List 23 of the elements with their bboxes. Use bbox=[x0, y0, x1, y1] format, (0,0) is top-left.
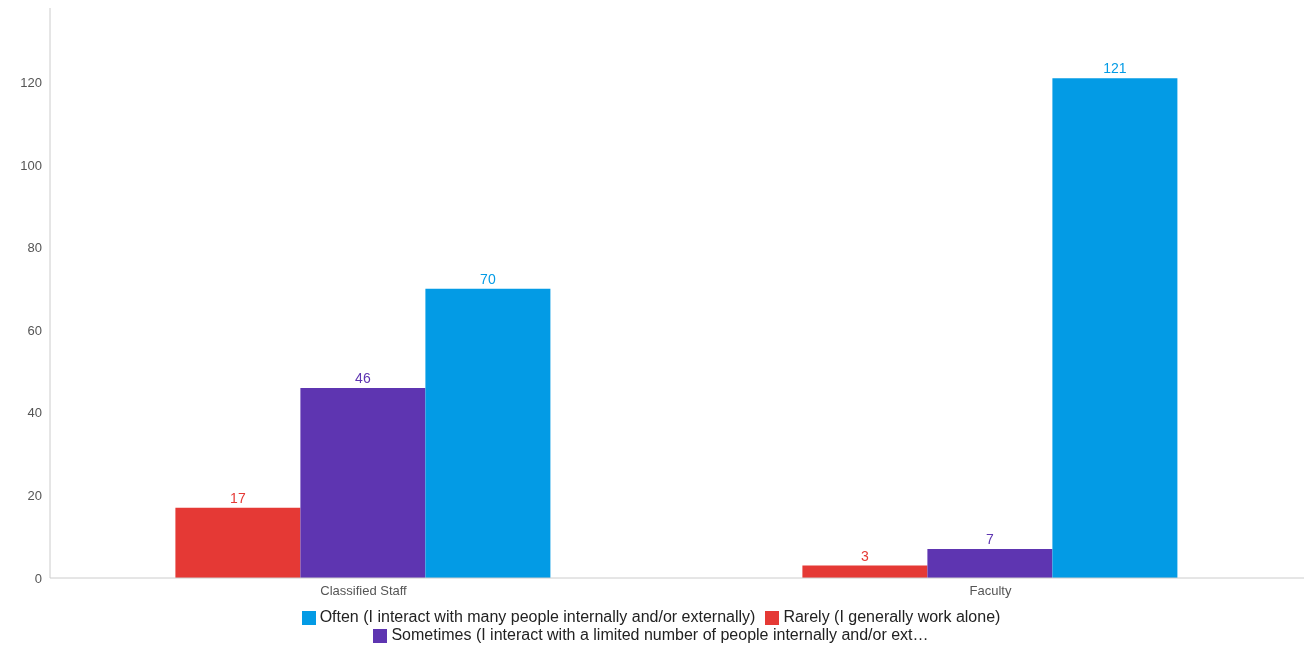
y-tick-label: 20 bbox=[27, 488, 42, 504]
y-tick-label: 80 bbox=[27, 240, 42, 256]
data-label: 70 bbox=[480, 270, 496, 287]
y-tick-label: 40 bbox=[27, 405, 42, 421]
x-tick-label: Faculty bbox=[969, 583, 1012, 599]
bar bbox=[927, 549, 1053, 578]
legend-label: Often (I interact with many people internally and/or externally) bbox=[319, 608, 756, 625]
legend-label: Sometimes (I interact with a limited number of people internally and/or ext… bbox=[391, 626, 929, 643]
x-tick-label: Classified Staff bbox=[320, 583, 408, 599]
y-tick-label: 0 bbox=[34, 570, 42, 586]
data-label: 3 bbox=[861, 547, 869, 564]
bar bbox=[300, 388, 426, 578]
bar bbox=[1052, 78, 1178, 578]
data-label: 121 bbox=[1103, 60, 1127, 77]
data-label: 17 bbox=[230, 489, 246, 506]
legend-label: Rarely (I generally work alone) bbox=[783, 608, 1001, 625]
data-label: 46 bbox=[355, 370, 371, 386]
bar bbox=[425, 288, 551, 578]
y-tick-label: 100 bbox=[20, 157, 42, 173]
data-label: 7 bbox=[986, 531, 994, 548]
y-tick-label: 120 bbox=[20, 74, 42, 90]
bar bbox=[175, 507, 301, 578]
y-tick-label: 60 bbox=[27, 322, 42, 338]
